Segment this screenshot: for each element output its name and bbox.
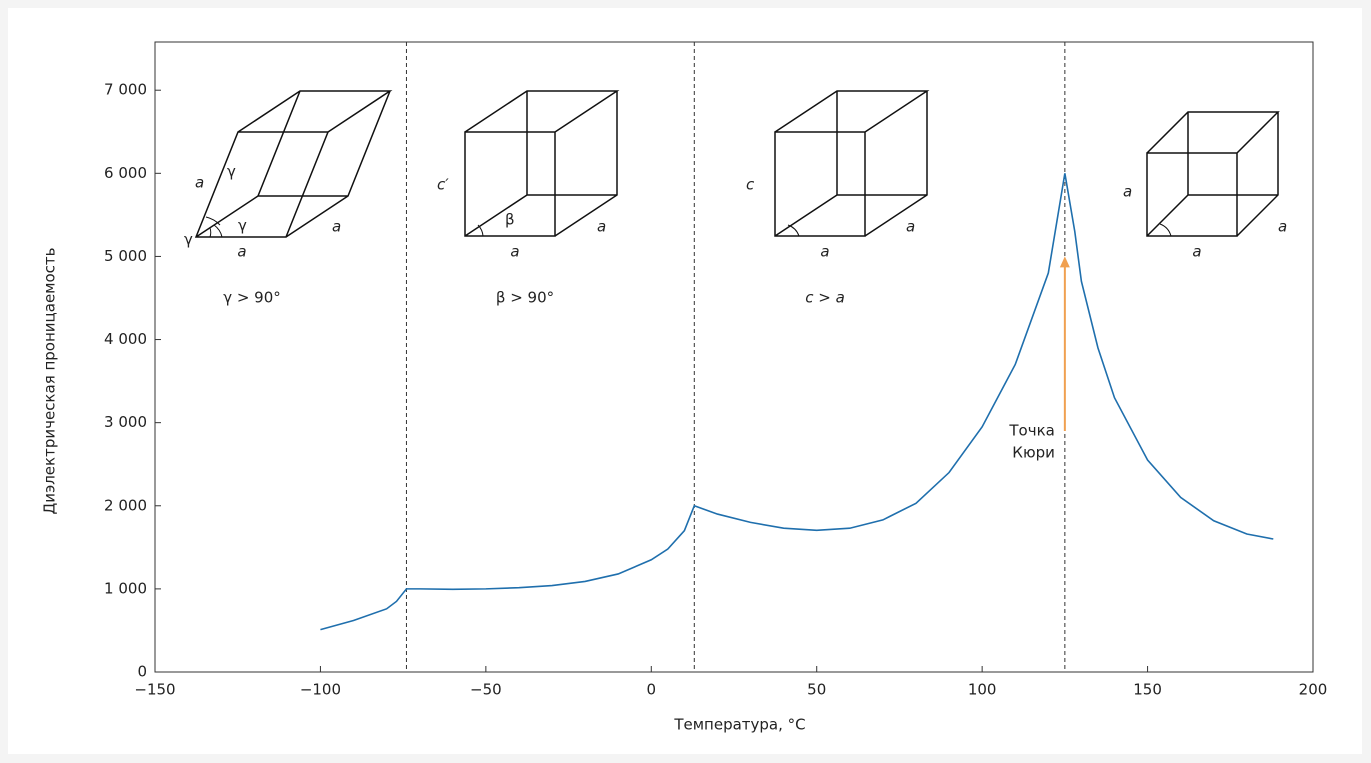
crystal-label: c bbox=[746, 176, 755, 194]
panel bbox=[8, 8, 1362, 754]
crystal-label: a bbox=[1192, 243, 1201, 261]
y-tick-label: 1 000 bbox=[104, 579, 147, 597]
x-tick-label: 150 bbox=[1133, 681, 1162, 699]
crystal-label: γ bbox=[227, 163, 236, 181]
crystal-label: a bbox=[906, 218, 915, 236]
phase-condition: c > a bbox=[805, 289, 845, 307]
crystal-label: a bbox=[332, 218, 341, 236]
y-tick-label: 7 000 bbox=[104, 81, 147, 99]
crystal-label: c′ bbox=[437, 176, 449, 194]
crystal-label: γ bbox=[184, 231, 193, 249]
page: Температура, °C Диэлектрическая проницае… bbox=[0, 0, 1371, 763]
x-tick-label: −100 bbox=[300, 681, 341, 699]
y-tick-label: 6 000 bbox=[104, 164, 147, 182]
x-tick-label: 50 bbox=[807, 681, 826, 699]
x-tick-label: 200 bbox=[1299, 681, 1328, 699]
crystal-label: a bbox=[820, 243, 829, 261]
crystal-label: γ bbox=[238, 217, 247, 235]
x-axis-label: Температура, °C bbox=[673, 716, 805, 734]
y-tick-label: 5 000 bbox=[104, 247, 147, 265]
y-tick-label: 4 000 bbox=[104, 330, 147, 348]
crystal-label: a bbox=[237, 243, 246, 261]
curie-label: Точка bbox=[1008, 421, 1054, 439]
crystal-label: a bbox=[1278, 218, 1287, 236]
crystal-label: a bbox=[597, 218, 606, 236]
y-tick-label: 0 bbox=[137, 663, 147, 681]
y-tick-label: 2 000 bbox=[104, 496, 147, 514]
phase-condition: β > 90° bbox=[496, 289, 554, 307]
x-tick-label: −150 bbox=[134, 681, 175, 699]
crystal-label: a bbox=[510, 243, 519, 261]
x-tick-label: 100 bbox=[968, 681, 997, 699]
curie-label: Кюри bbox=[1012, 443, 1055, 461]
crystal-label: a bbox=[1123, 183, 1132, 201]
chart: Температура, °C Диэлектрическая проницае… bbox=[0, 0, 1371, 763]
y-axis-label: Диэлектрическая проницаемость bbox=[41, 248, 59, 515]
phase-condition: γ > 90° bbox=[223, 289, 281, 307]
x-tick-label: 0 bbox=[647, 681, 657, 699]
x-tick-label: −50 bbox=[470, 681, 502, 699]
y-tick-label: 3 000 bbox=[104, 413, 147, 431]
crystal-label: a bbox=[195, 174, 204, 192]
crystal-label: β bbox=[505, 211, 515, 229]
